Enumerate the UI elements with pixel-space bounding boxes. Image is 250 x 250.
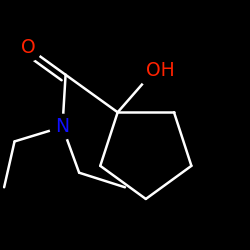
Text: O: O xyxy=(21,38,36,57)
Text: N: N xyxy=(56,117,70,136)
Circle shape xyxy=(14,34,42,61)
Text: OH: OH xyxy=(146,61,175,80)
Circle shape xyxy=(50,114,75,139)
Circle shape xyxy=(138,54,171,87)
